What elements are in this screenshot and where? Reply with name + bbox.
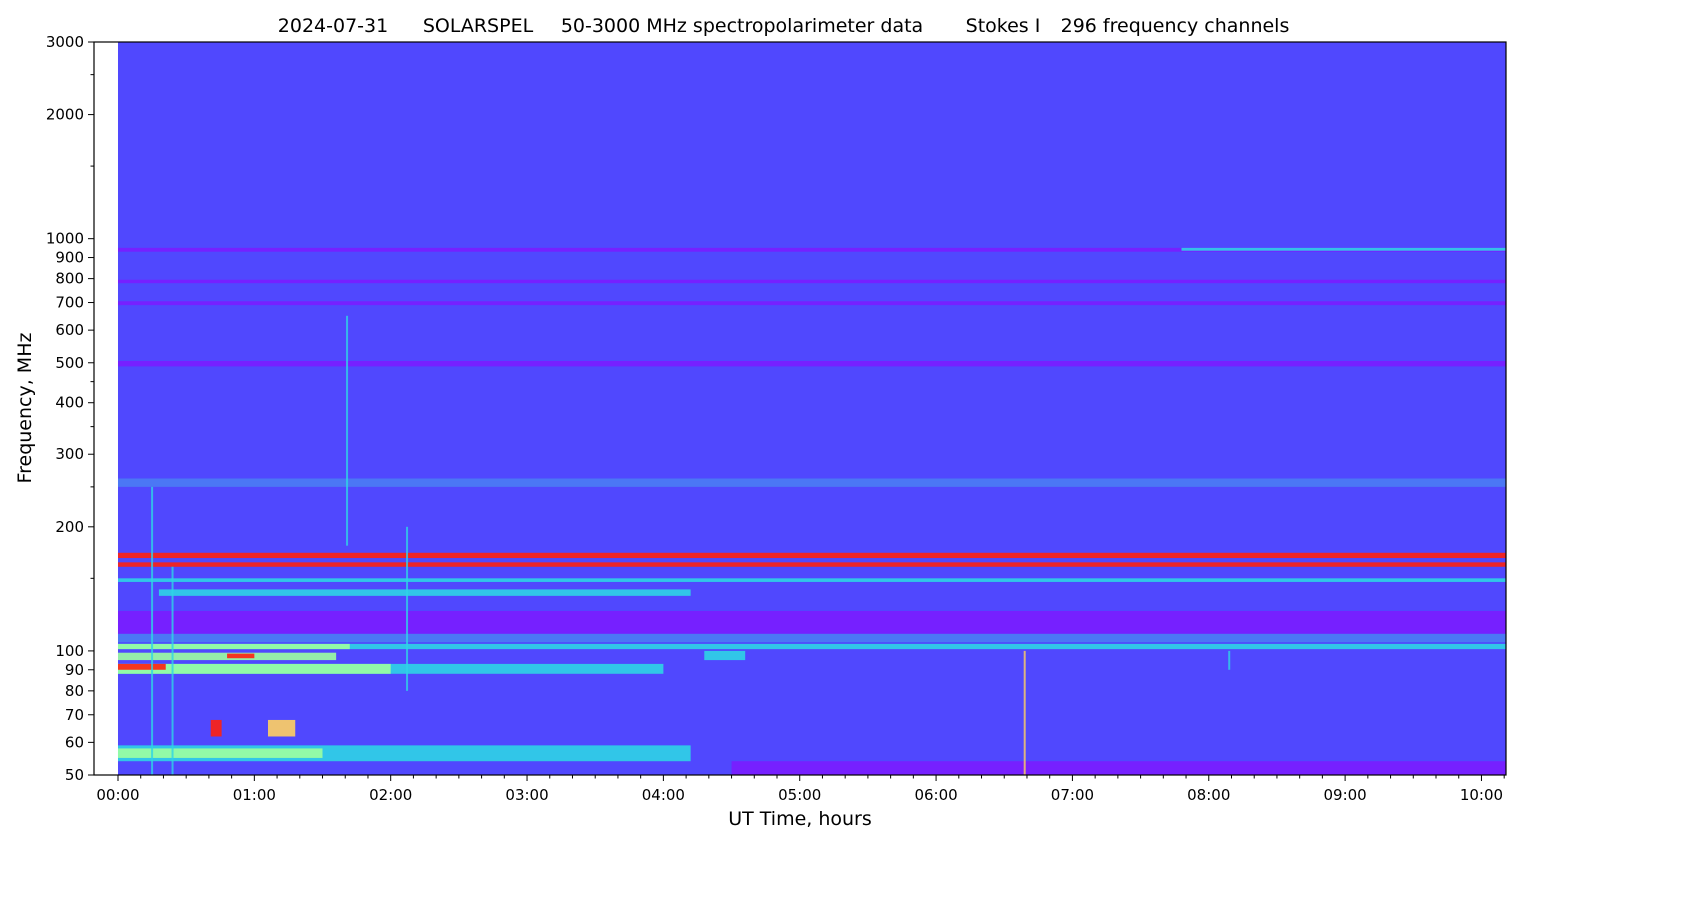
emission-band bbox=[117, 643, 350, 650]
emission-band bbox=[117, 610, 1506, 634]
title-instrument: SOLARSPEL bbox=[423, 15, 534, 37]
y-tick-label: 200 bbox=[55, 518, 84, 536]
title-description: 50-3000 MHz spectropolarimeter data bbox=[561, 15, 923, 37]
y-tick-label: 60 bbox=[65, 733, 84, 751]
emission-band bbox=[117, 663, 166, 670]
emission-band bbox=[731, 761, 1506, 775]
emission-band bbox=[1181, 247, 1506, 251]
emission-band bbox=[117, 663, 391, 674]
y-tick-label: 700 bbox=[55, 294, 84, 312]
y-tick-label: 90 bbox=[65, 661, 84, 679]
emission-band bbox=[267, 719, 296, 737]
x-tick-label: 02:00 bbox=[369, 786, 412, 804]
emission-band bbox=[117, 643, 1506, 650]
spectrogram-background bbox=[117, 42, 1506, 775]
title-channels: 296 frequency channels bbox=[1061, 15, 1290, 37]
y-tick-label: 800 bbox=[55, 270, 84, 288]
x-tick-label: 10:00 bbox=[1460, 786, 1503, 804]
y-tick-label: 900 bbox=[55, 249, 84, 267]
y-tick-label: 600 bbox=[55, 321, 84, 339]
burst-streak bbox=[406, 526, 409, 691]
burst-streak bbox=[346, 315, 349, 546]
x-tick-label: 09:00 bbox=[1323, 786, 1366, 804]
chart-title: 2024-07-31 SOLARSPEL 50-3000 MHz spectro… bbox=[278, 15, 1290, 37]
emission-band bbox=[117, 552, 1506, 559]
x-axis-label: UT Time, hours bbox=[728, 808, 872, 830]
x-tick-label: 05:00 bbox=[778, 786, 821, 804]
emission-band bbox=[117, 562, 1506, 567]
emission-band bbox=[704, 650, 746, 661]
emission-band bbox=[117, 578, 1506, 582]
burst-streak bbox=[171, 566, 174, 775]
title-date: 2024-07-31 bbox=[278, 15, 388, 37]
y-tick-label: 70 bbox=[65, 706, 84, 724]
y-tick-label: 400 bbox=[55, 394, 84, 412]
x-tick-label: 03:00 bbox=[505, 786, 548, 804]
y-tick-label: 300 bbox=[55, 445, 84, 463]
burst-streak bbox=[1023, 650, 1026, 775]
emission-band bbox=[117, 633, 1506, 643]
emission-band bbox=[158, 589, 691, 596]
y-tick-label: 500 bbox=[55, 354, 84, 372]
title-stokes: Stokes I bbox=[966, 15, 1041, 37]
y-tick-label: 100 bbox=[55, 642, 84, 660]
x-tick-label: 07:00 bbox=[1051, 786, 1094, 804]
emission-band bbox=[117, 279, 1506, 284]
emission-band bbox=[117, 652, 337, 661]
emission-band bbox=[227, 653, 255, 659]
x-tick-label: 04:00 bbox=[642, 786, 685, 804]
emission-band bbox=[210, 719, 222, 737]
x-tick-label: 00:00 bbox=[96, 786, 139, 804]
emission-band bbox=[117, 478, 1506, 487]
axes: 00:00 01:00 02:00 03:00 04:00 05:00 06:00 07:00… bbox=[46, 33, 1507, 804]
plot-area bbox=[117, 42, 1506, 775]
burst-streak bbox=[151, 486, 154, 775]
x-tick-label: 06:00 bbox=[914, 786, 957, 804]
y-axis-label: Frequency, MHz bbox=[14, 333, 36, 484]
y-tick-label: 2000 bbox=[46, 106, 84, 124]
y-tick-label: 80 bbox=[65, 682, 84, 700]
y-tick-label: 3000 bbox=[46, 33, 84, 51]
burst-streak bbox=[1228, 650, 1231, 670]
y-tick-label: 1000 bbox=[46, 230, 84, 248]
emission-band bbox=[117, 301, 1506, 306]
y-tick-label: 50 bbox=[65, 766, 84, 784]
emission-band bbox=[117, 748, 323, 758]
x-tick-label: 01:00 bbox=[233, 786, 276, 804]
x-tick-label: 08:00 bbox=[1187, 786, 1230, 804]
emission-band bbox=[117, 247, 1506, 252]
emission-band bbox=[117, 360, 1506, 367]
